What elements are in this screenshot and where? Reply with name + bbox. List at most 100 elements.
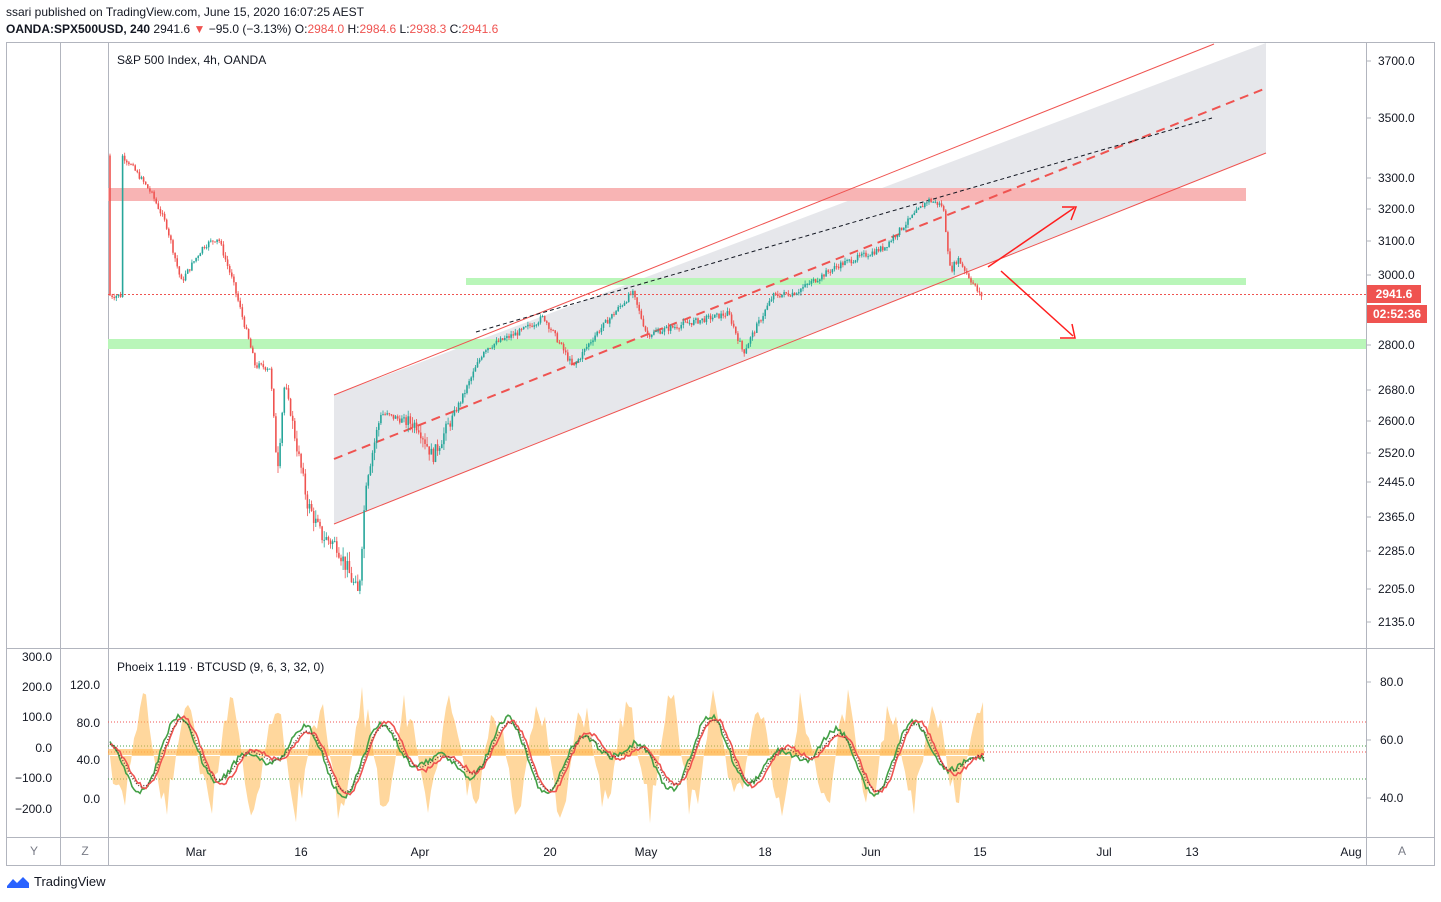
price-tick-label: 2205.0 [1378,582,1415,596]
candle-body [145,182,147,185]
candle-body [834,266,836,269]
y-scale-button[interactable]: Y [30,844,38,858]
candle-body [683,322,685,325]
candle-body [214,241,216,242]
candle-body [477,362,479,367]
candle-body [777,294,779,296]
candle-body [216,240,218,242]
osc-inner-tick-label: 0.0 [83,792,100,806]
candle-body [519,329,521,336]
candle-body [193,261,195,262]
candle-body [779,296,781,297]
candle-body [880,246,882,251]
price-tick-label: 2285.0 [1378,544,1415,558]
candle-body [179,266,181,274]
candle-body [760,320,762,321]
candle-body [204,247,206,248]
candle-body [764,310,766,316]
candle-body [716,314,718,315]
candle-body [588,343,590,346]
candle-body [823,275,825,277]
auto-scale-button[interactable]: A [1398,844,1406,858]
candle-body [250,339,252,348]
candle-body [878,249,880,251]
candle-body [212,241,214,242]
time-tick-label: 20 [543,845,557,859]
candle-body [853,262,855,263]
candle-body [265,367,267,370]
price-tick-label: 2600.0 [1378,414,1415,428]
candle-body [544,316,546,321]
candle-body [441,444,443,448]
candle-body [512,334,514,335]
candle-body [174,253,176,259]
candle-body [523,327,525,329]
candle-body [559,342,561,343]
osc-right-tick-label: 80.0 [1380,675,1404,689]
candle-body [918,208,920,209]
candle-body [922,206,924,207]
candle-body [548,323,550,329]
candle-body [748,344,750,349]
candle-body [599,332,601,333]
candle-body [527,325,529,327]
candle-body [284,388,286,413]
candle-body [323,540,325,541]
candle-body [949,251,951,265]
price-pane[interactable] [108,43,1366,594]
candle-body [573,364,575,365]
footer-brand[interactable]: TradingView [6,874,106,889]
time-tick-label: 15 [973,845,987,859]
candle-body [851,260,853,264]
candle-body [672,326,674,328]
candle-body [752,332,754,337]
candle-body [592,340,594,342]
candle-body [821,275,823,280]
candle-body [239,301,241,308]
oscillator-left-axis[interactable]: 300.0 200.0 100.0 0.0 −100.0 −200.0 [15,650,52,816]
candle-body [370,466,372,475]
candle-body [594,336,596,341]
candle-body [202,247,204,253]
candle-body [680,325,682,328]
candle-body [953,262,955,271]
candle-body [769,301,771,306]
candle-body [601,328,603,332]
candle-body [422,438,424,439]
candle-body [290,399,292,416]
candle-body [806,284,808,285]
candle-body [420,432,422,438]
candle-body [326,537,328,540]
candle-body [630,294,632,295]
candle-body [567,352,569,360]
candle-body [972,282,974,283]
price-tag: 2941.6 [1376,287,1413,301]
tradingview-logo-icon [6,875,30,889]
candle-body [815,279,817,282]
candle-body [725,316,727,317]
z-scale-button[interactable]: Z [81,844,88,858]
candle-body [517,333,519,336]
time-axis[interactable]: Mar 16 Apr 20 May 18 Jun 15 Jul 13 Aug [186,845,1362,859]
candle-body [945,211,947,233]
candle-body [525,326,527,327]
candle-body [359,581,361,591]
candle-body [227,259,229,266]
candle-body [664,328,666,332]
oscillator-pane[interactable] [108,687,1366,824]
candle-body [113,297,115,298]
candle-body [139,172,141,179]
candle-body [783,292,785,295]
candle-body [210,241,212,242]
candle-body [391,414,393,415]
price-axis[interactable]: 3700.0 3500.0 3300.0 3200.0 3100.0 3000.0 2800… [1366,54,1415,629]
candle-body [668,327,670,331]
candle-body [569,359,571,361]
countdown-tag: 02:52:36 [1373,307,1421,321]
oscillator-right-axis[interactable]: 80.0 60.0 40.0 [1366,675,1404,805]
price-tick-label: 3500.0 [1378,111,1415,125]
candle-body [437,444,439,451]
candle-body [687,322,689,323]
candle-body [288,388,290,399]
